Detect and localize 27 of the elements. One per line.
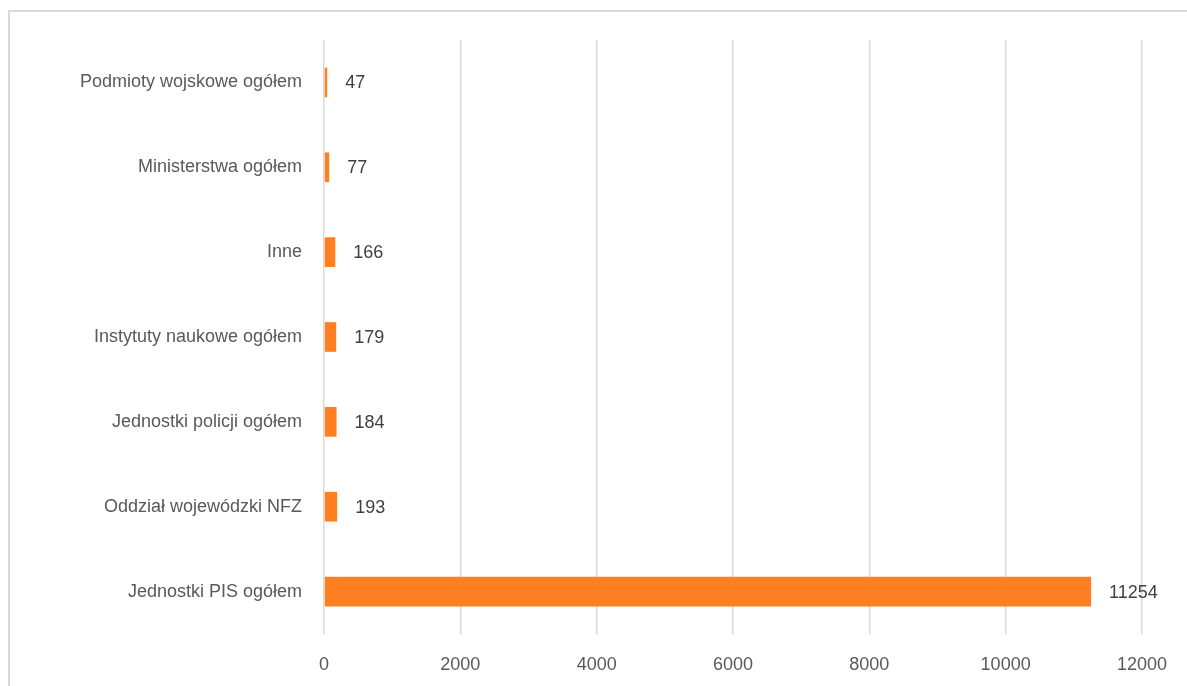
x-tick-label: 12000 — [1116, 653, 1167, 674]
x-tick-label: 2000 — [440, 653, 481, 674]
data-label: 193 — [355, 496, 386, 517]
y-tick-label: Instytuty naukowe ogółem — [93, 325, 302, 346]
x-tick-label: 4000 — [576, 653, 617, 674]
y-tick-label: Jednostki policji ogółem — [111, 410, 302, 431]
x-tick-label: 8000 — [849, 653, 890, 674]
y-tick-label: Oddział wojewódzki NFZ — [103, 495, 302, 516]
data-label: 47 — [345, 72, 366, 93]
bar — [324, 576, 1092, 607]
y-tick-label: Inne — [266, 241, 302, 262]
y-tick-label: Podmioty wojskowe ogółem — [79, 71, 302, 92]
bar — [324, 152, 330, 183]
bar — [324, 491, 338, 522]
y-tick-label: Jednostki PIS ogółem — [127, 580, 302, 601]
data-label: 184 — [354, 411, 385, 432]
data-label: 166 — [353, 242, 384, 263]
data-label: 11254 — [1109, 581, 1158, 602]
data-label: 179 — [354, 326, 385, 347]
x-tick-label: 10000 — [980, 653, 1031, 674]
x-tick-label: 0 — [318, 653, 330, 674]
x-tick-label: 6000 — [712, 653, 754, 674]
y-tick-label: Ministerstwa ogółem — [137, 156, 302, 177]
data-label: 77 — [347, 157, 368, 178]
bar — [324, 407, 337, 437]
bar — [324, 237, 336, 267]
bar — [324, 322, 337, 352]
